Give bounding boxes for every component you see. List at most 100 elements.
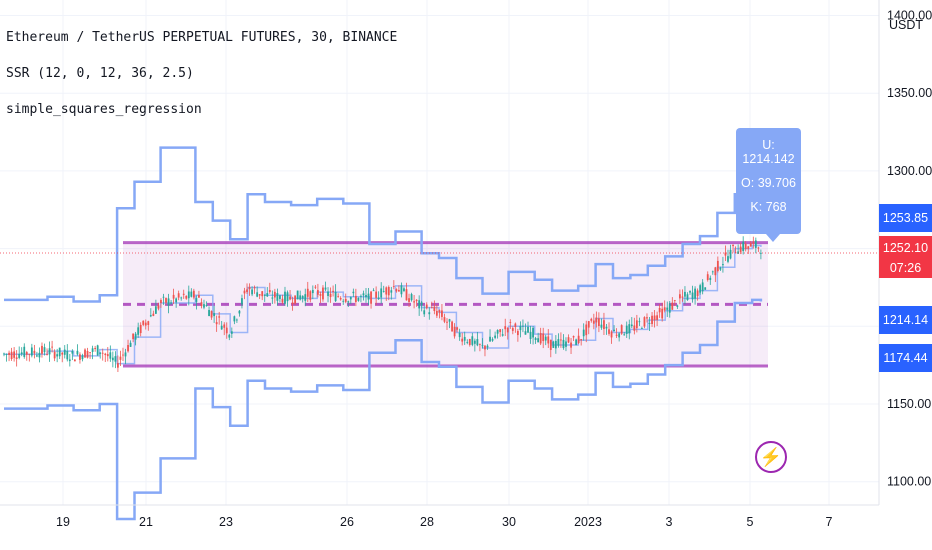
candle-body (554, 340, 557, 349)
candle-body (3, 353, 5, 355)
candle-body (147, 321, 150, 325)
candle-body (109, 352, 112, 359)
candle-body (623, 334, 626, 336)
price-tick-label: 1150.00 (887, 397, 931, 411)
candle-body (162, 296, 165, 298)
candle-body (296, 290, 299, 300)
candle-body (213, 313, 216, 317)
script-legend[interactable]: simple_squares_regression (6, 102, 202, 117)
candle-body (491, 339, 494, 341)
time-tick-label: 28 (420, 515, 434, 529)
candle-body (230, 331, 233, 334)
candle-body (99, 352, 102, 354)
candle-body (466, 342, 469, 343)
candle-body (61, 352, 64, 355)
candle-body (699, 285, 702, 293)
candle-body (367, 293, 370, 300)
candles (3, 236, 762, 372)
candle-body (175, 298, 178, 303)
candle-body (572, 336, 575, 338)
bar-countdown: 07:26 (889, 261, 922, 275)
candle-body (10, 351, 13, 359)
price-axis[interactable]: 1100.00 1150.00 1300.00 1350.00 1400.00 (887, 9, 932, 489)
candle-body (729, 249, 732, 259)
ssr-mid-band (4, 244, 762, 365)
currency-unit[interactable]: USDT (889, 18, 924, 32)
last-price-value: 1252.10 (882, 241, 929, 255)
candle-body (499, 329, 502, 333)
time-axis[interactable]: 19 21 23 26 28 30 2023 3 5 7 (56, 515, 832, 529)
candle-body (451, 321, 453, 332)
candle-body (752, 241, 755, 244)
candle-body (281, 298, 284, 303)
candle-body (522, 325, 524, 327)
grid-lines (0, 0, 879, 505)
candle-body (306, 288, 309, 297)
candle-body (18, 353, 21, 358)
candle-body (81, 355, 84, 360)
candle-body (441, 310, 443, 317)
candle-body (590, 318, 593, 321)
candle-body (509, 322, 512, 323)
candle-body (711, 271, 714, 273)
lightning-bolt-icon[interactable]: ⚡ (755, 441, 787, 473)
candle-body (681, 296, 684, 298)
candle-body (476, 339, 479, 346)
candle-body (537, 338, 540, 343)
candle-body (46, 354, 48, 355)
candle-body (504, 326, 507, 330)
indicator-legend[interactable]: SSR (12, 0, 12, 36, 2.5) (6, 66, 194, 81)
candle-body (66, 351, 69, 360)
candle-body (91, 348, 94, 352)
candle-body (208, 310, 210, 317)
candle-body (261, 291, 264, 297)
candle-body (225, 327, 228, 334)
candle-body (180, 297, 183, 299)
candle-body (139, 324, 142, 334)
candle-body (390, 290, 393, 293)
candle-body (754, 240, 757, 248)
candle-body (309, 291, 312, 300)
candle-body (304, 294, 307, 301)
candle-body (423, 310, 426, 315)
candle-body (165, 298, 167, 303)
candle-body (263, 294, 266, 296)
candle-body (516, 330, 519, 336)
candle-body (154, 306, 157, 314)
candle-body (514, 323, 517, 327)
candle-body (294, 295, 297, 304)
candle-body (648, 323, 651, 324)
candle-body (342, 300, 345, 302)
candle-body (339, 298, 342, 300)
candle-body (127, 345, 129, 352)
candle-body (25, 352, 28, 355)
candle-body (266, 293, 269, 297)
candle-body (633, 325, 636, 331)
candle-body (375, 291, 378, 298)
candle-body (73, 359, 76, 362)
candle-body (544, 336, 547, 341)
candle-body (149, 315, 152, 317)
candle-body (273, 291, 276, 298)
candle-body (51, 346, 53, 348)
candle-body (36, 355, 38, 357)
candle-body (463, 336, 466, 341)
candle-body (638, 321, 641, 323)
candle-body (177, 293, 180, 298)
candle-body (646, 317, 648, 319)
candle-body (585, 324, 588, 336)
candle-body (354, 295, 357, 302)
candle-body (643, 317, 646, 327)
candle-body (760, 252, 762, 254)
candle-body (233, 316, 236, 322)
candle-body (658, 307, 661, 313)
candle-body (458, 332, 461, 338)
candle-body (620, 325, 623, 334)
candle-body (595, 317, 598, 323)
symbol-title[interactable]: Ethereum / TetherUS PERPETUAL FUTURES, 3… (6, 30, 398, 45)
price-tick-label: 1300.00 (887, 164, 932, 178)
candle-body (689, 291, 691, 293)
candle-body (48, 348, 51, 355)
tooltip-o: O: 39.706 (741, 176, 796, 190)
